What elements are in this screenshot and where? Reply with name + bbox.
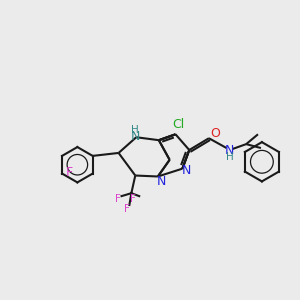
Text: N: N xyxy=(225,143,234,157)
Text: F: F xyxy=(130,194,136,204)
Text: N: N xyxy=(182,164,191,177)
Text: N: N xyxy=(130,130,140,143)
Text: Cl: Cl xyxy=(172,118,184,131)
Text: H: H xyxy=(131,125,139,135)
Text: O: O xyxy=(210,127,220,140)
Text: H: H xyxy=(226,152,233,162)
Text: F: F xyxy=(66,166,73,179)
Text: N: N xyxy=(157,175,167,188)
Text: F: F xyxy=(115,194,121,204)
Text: F: F xyxy=(124,204,130,214)
